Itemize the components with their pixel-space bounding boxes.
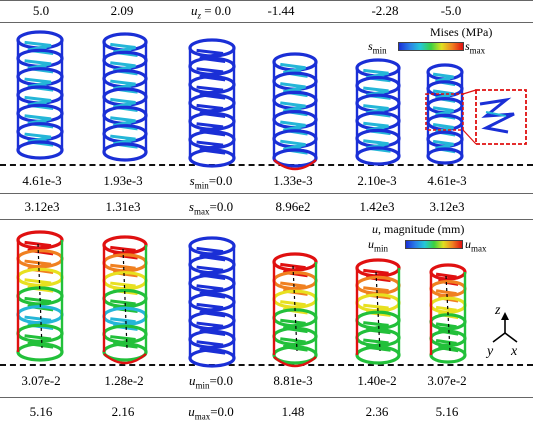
mises-center-max: smax=0.0	[188, 199, 234, 217]
axis-z-label: z	[495, 303, 501, 318]
zoom-connector	[462, 129, 477, 145]
disp-min-value: 3.07e-2	[21, 373, 61, 388]
deformation-axis-line	[37, 243, 43, 349]
base-contact-arc	[103, 353, 147, 365]
disp-min-value: 1.40e-2	[357, 373, 397, 388]
stent-strut	[363, 338, 391, 352]
stress-highlight	[290, 127, 302, 131]
stent-strut	[363, 321, 391, 335]
base-dashed-line	[0, 164, 533, 166]
stress-highlight	[441, 78, 451, 82]
disp-legend-max: umax	[465, 237, 487, 254]
mises-max-value: 1.31e3	[105, 199, 141, 214]
deformation-axis-line	[445, 275, 451, 352]
mises-max-value: 8.96e2	[275, 199, 311, 214]
top-rule	[0, 0, 533, 1]
rule	[0, 22, 533, 23]
mises-min-value: 1.33e-3	[273, 173, 313, 188]
disp-max-value: 5.16	[29, 404, 53, 419]
mises-min-value: 4.61e-3	[22, 173, 62, 188]
disp-max-value: 5.16	[435, 404, 459, 419]
base-contact-arc	[273, 356, 317, 368]
uz-value: -5.0	[440, 3, 462, 18]
disp-legend-min: umin	[368, 237, 389, 254]
disp-min-value: 3.07e-2	[427, 373, 467, 388]
disp-min-value: 1.28e-2	[104, 373, 144, 388]
axis-y-label: y	[487, 344, 494, 359]
uz-center-label: uz = 0.0	[190, 3, 232, 21]
mises-min-value: 1.93e-3	[103, 173, 143, 188]
base-dashed-line	[0, 364, 533, 366]
stent-ring	[355, 258, 401, 278]
axis-x-arrow	[504, 332, 518, 343]
mises-min-value: 4.61e-3	[427, 173, 467, 188]
mises-legend-title: Mises (MPa)	[430, 25, 493, 39]
stress-highlight	[441, 145, 451, 149]
zoom-inset-highlight	[485, 111, 507, 117]
axis-z-arrowhead	[501, 312, 509, 320]
uz-value: -1.44	[267, 3, 295, 18]
deformation-axis-line	[292, 265, 298, 352]
mises-max-value: 3.12e3	[24, 199, 60, 214]
stress-highlight	[290, 88, 302, 92]
disp-max-value: 2.36	[365, 404, 389, 419]
axis-y-arrow	[492, 332, 506, 343]
uz-value: 5.0	[32, 3, 50, 18]
zoom-source-box	[425, 93, 464, 131]
mises-colorbar	[398, 42, 464, 51]
stress-highlight	[290, 108, 302, 111]
disp-max-value: 1.48	[281, 404, 305, 419]
mises-max-value: 1.42e3	[359, 199, 395, 214]
stress-highlight	[441, 95, 451, 99]
disp-center-max: umax=0.0	[188, 404, 234, 422]
disp-legend-title: u, magnitude (mm)	[372, 222, 465, 236]
rule	[0, 193, 533, 194]
mises-max-value: 3.12e3	[429, 199, 465, 214]
disp-max-value: 2.16	[111, 404, 135, 419]
disp-min-value: 8.81e-3	[273, 373, 313, 388]
stent-strut	[363, 268, 391, 283]
stent-ring	[355, 58, 401, 78]
rule	[0, 219, 533, 220]
mises-min-value: 2.10e-3	[357, 173, 397, 188]
stress-highlight	[441, 112, 451, 115]
zoom-connector	[462, 89, 477, 95]
mises-legend-max: smax	[465, 39, 486, 56]
axis-x-label: x	[511, 344, 518, 359]
base-contact-arc	[273, 159, 317, 171]
disp-colorbar	[405, 240, 463, 249]
uz-value: 2.09	[110, 3, 134, 18]
disp-center-min: umin=0.0	[188, 373, 234, 391]
deformation-axis-line	[122, 248, 128, 349]
rule	[0, 397, 533, 398]
deformation-axis-line	[375, 271, 381, 352]
stress-highlight	[290, 146, 302, 150]
uz-value: -2.28	[371, 3, 399, 18]
mises-center-min: smin=0.0	[189, 173, 233, 191]
stress-highlight	[290, 69, 302, 73]
mises-legend-min: smin	[368, 39, 387, 56]
